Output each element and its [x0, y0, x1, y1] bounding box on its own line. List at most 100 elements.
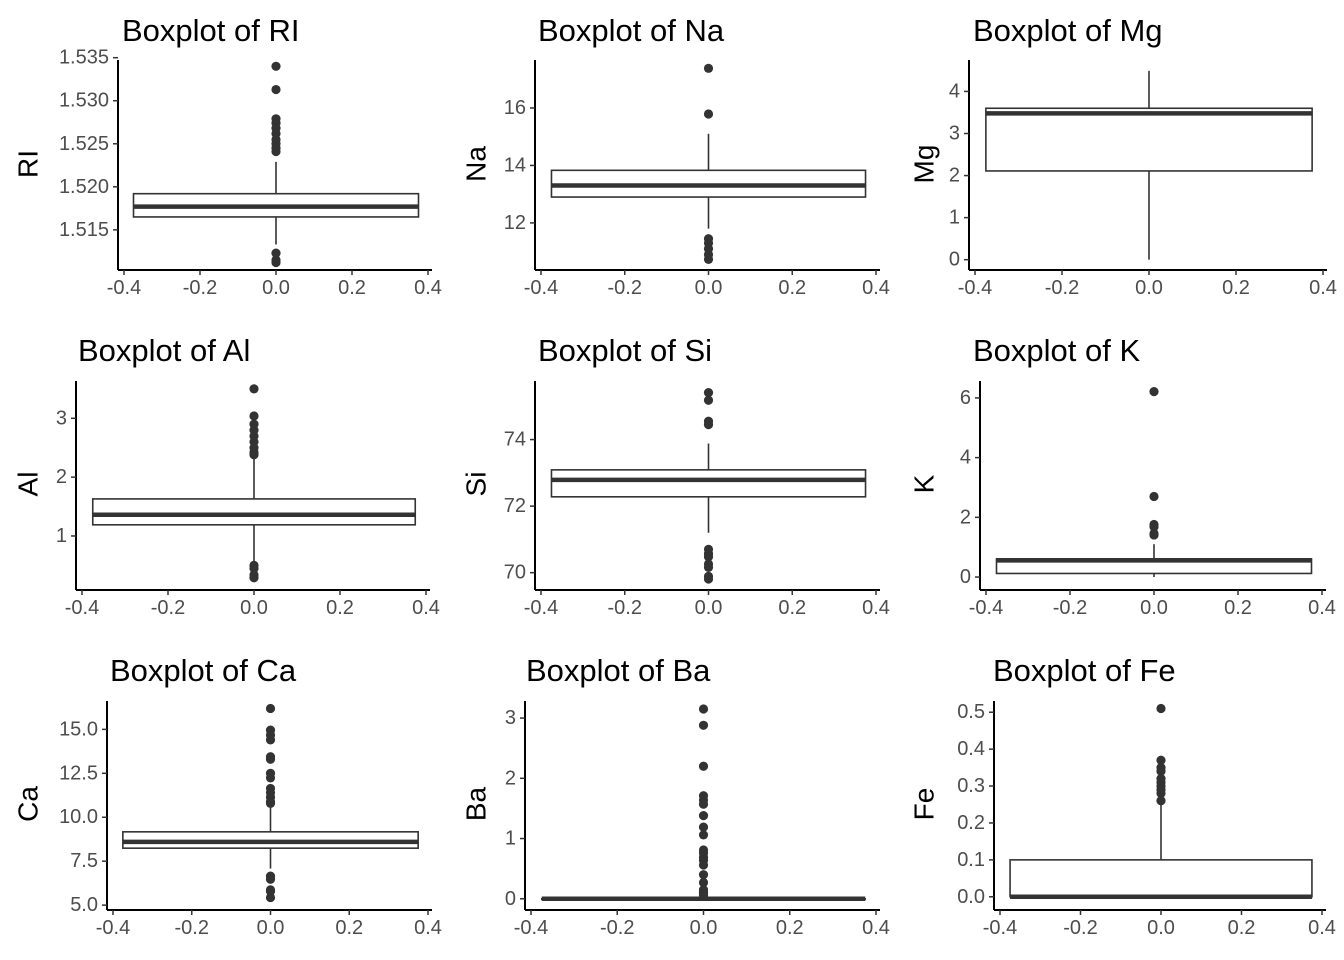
- y-axis-label: Mg: [909, 145, 940, 184]
- y-tick-label: 2: [505, 767, 516, 789]
- y-tick-label: 1.535: [59, 47, 109, 69]
- outlier-point: [249, 563, 259, 573]
- outlier-point: [271, 257, 281, 268]
- y-tick-label: 3: [949, 123, 960, 145]
- x-tick-label: 0.4: [862, 277, 890, 299]
- y-tick-label: 2: [960, 506, 971, 528]
- y-tick-label: 15.0: [59, 718, 98, 740]
- y-tick-label: 1: [56, 525, 67, 547]
- outlier-point: [703, 419, 714, 430]
- iqr-box: [91, 498, 417, 526]
- outlier-point: [271, 146, 281, 157]
- y-axis-label: Na: [461, 146, 492, 182]
- outlier-point: [249, 450, 259, 460]
- outlier-point: [703, 562, 714, 572]
- y-tick-label: 0.1: [957, 849, 985, 871]
- boxplot-panel: Boxplot of K K 0 2 4 6 -0.4 -0.2 0.0 0.2 0.4: [909, 333, 1336, 619]
- outlier-point: [249, 384, 259, 394]
- y-tick-label: 2: [949, 165, 960, 187]
- outlier-point: [265, 735, 276, 745]
- chart-title: Boxplot of Fe: [993, 653, 1176, 688]
- outlier-point: [698, 811, 709, 821]
- boxplot-panel: Boxplot of RI RI 1.515 1.520 1.525 1.530 1.535…: [13, 13, 442, 299]
- y-axis-label: RI: [13, 150, 44, 178]
- x-tick-label: 0.0: [695, 277, 723, 299]
- y-tick-label: 1.525: [59, 133, 109, 155]
- boxplot-panel: Boxplot of Ba Ba 0 1 2 3 -0.4 -0.2 0.0 0.2 0.4: [461, 653, 890, 939]
- y-tick-label: 12: [504, 212, 526, 234]
- y-axis-label: Ba: [461, 786, 492, 821]
- x-tick-label: 0.4: [1309, 277, 1337, 299]
- outlier-point: [698, 860, 709, 870]
- outlier-point: [271, 248, 281, 258]
- x-tick-label: 0.0: [690, 917, 718, 939]
- y-tick-label: 7.5: [70, 850, 98, 872]
- outlier-point: [1156, 766, 1166, 776]
- outlier-point: [703, 395, 714, 405]
- y-tick-label: 1.515: [59, 219, 109, 241]
- outlier-point: [265, 754, 276, 764]
- x-tick-label: 0.0: [1140, 597, 1168, 619]
- outlier-point: [698, 720, 709, 730]
- x-tick-label: 0.2: [776, 917, 804, 939]
- outlier-point: [703, 63, 714, 73]
- y-axis-label: Si: [461, 472, 492, 497]
- x-tick-label: -0.4: [524, 277, 558, 299]
- x-tick-label: 0.4: [414, 277, 442, 299]
- x-tick-label: -0.2: [608, 597, 642, 619]
- y-axis-label: Ca: [13, 786, 44, 822]
- chart-title: Boxplot of Mg: [973, 13, 1163, 48]
- outlier-point: [1156, 796, 1166, 806]
- y-tick-label: 3: [56, 407, 67, 429]
- outlier-point: [703, 254, 714, 264]
- outlier-point: [265, 773, 276, 783]
- x-tick-label: -0.4: [983, 917, 1017, 939]
- chart-title: Boxplot of Al: [78, 333, 250, 368]
- x-tick-label: 0.4: [1308, 597, 1336, 619]
- outlier-point: [265, 703, 276, 714]
- outlier-point: [1156, 703, 1166, 714]
- y-tick-label: 4: [949, 80, 960, 102]
- x-tick-label: 0.2: [778, 597, 806, 619]
- x-tick-label: 0.4: [412, 597, 440, 619]
- y-tick-label: 0.0: [957, 886, 985, 908]
- outlier-point: [703, 552, 714, 562]
- y-axis-label: K: [909, 474, 940, 493]
- outlier-point: [698, 877, 709, 888]
- outlier-point: [703, 388, 714, 398]
- y-tick-label: 74: [504, 429, 526, 451]
- y-tick-label: 0.5: [957, 701, 985, 723]
- y-tick-label: 5.0: [70, 894, 98, 916]
- x-tick-label: 0.4: [1308, 917, 1336, 939]
- x-tick-label: -0.4: [96, 917, 130, 939]
- y-tick-label: 2: [56, 466, 67, 488]
- x-tick-label: -0.4: [107, 277, 141, 299]
- x-tick-label: -0.2: [608, 277, 642, 299]
- outlier-point: [265, 874, 276, 884]
- y-tick-label: 70: [504, 562, 526, 584]
- y-tick-label: 0.3: [957, 775, 985, 797]
- chart-title: Boxplot of Ca: [110, 653, 297, 688]
- x-tick-label: -0.2: [1045, 277, 1079, 299]
- x-tick-label: 0.2: [1222, 277, 1250, 299]
- boxplot-panel: Boxplot of Al Al 1 2 3 -0.4 -0.2 0.0 0.2 0.4: [13, 333, 440, 619]
- x-tick-label: 0.0: [1135, 277, 1163, 299]
- outlier-point: [698, 870, 709, 880]
- outlier-point: [703, 109, 714, 119]
- outlier-point: [1149, 491, 1159, 502]
- y-tick-label: 16: [504, 97, 526, 119]
- outlier-point: [1149, 530, 1159, 540]
- iqr-box: [550, 469, 867, 498]
- x-tick-label: -0.2: [1053, 597, 1087, 619]
- x-tick-label: -0.4: [958, 277, 992, 299]
- y-tick-label: 14: [504, 154, 526, 176]
- boxplot-panel: Boxplot of Na Na 12 14 16 -0.4 -0.2 0.0 0.2 0.4: [461, 13, 890, 299]
- x-tick-label: 0.0: [695, 597, 723, 619]
- x-tick-label: 0.2: [1224, 597, 1252, 619]
- outlier-point: [271, 84, 281, 95]
- x-tick-label: 0.2: [326, 597, 354, 619]
- outlier-point: [703, 574, 714, 584]
- y-tick-label: 0: [505, 888, 516, 910]
- y-tick-label: 1.520: [59, 176, 109, 198]
